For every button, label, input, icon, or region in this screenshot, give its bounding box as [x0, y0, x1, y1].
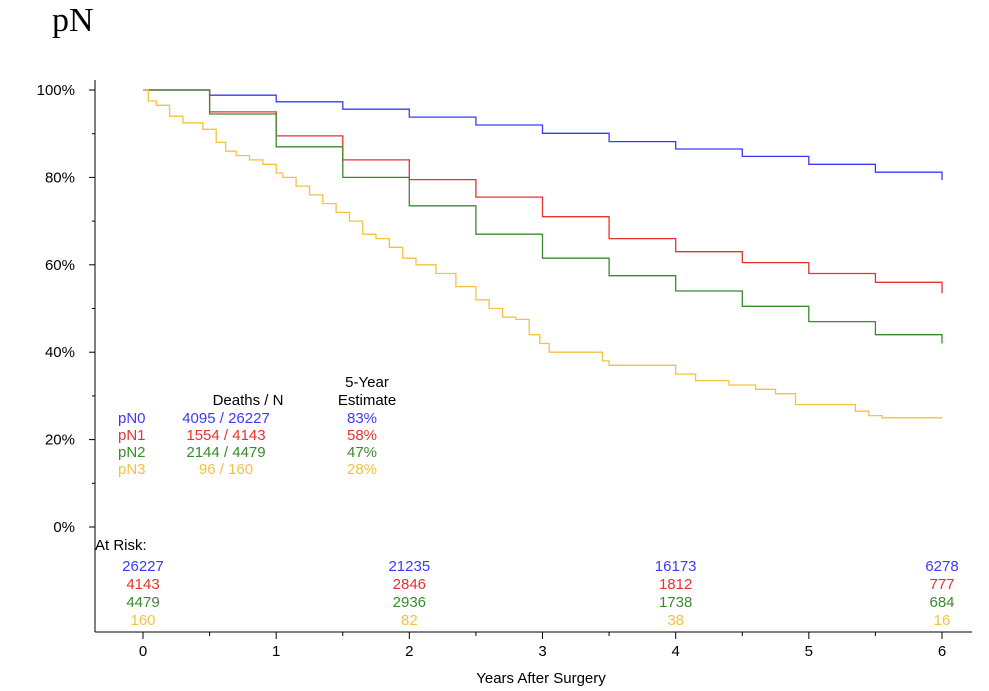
at-risk-value: 160	[130, 612, 155, 629]
y-tick-label: 20%	[45, 432, 75, 449]
x-tick-label: 2	[405, 643, 413, 660]
at-risk-value: 777	[929, 576, 954, 593]
legend-deaths-header: Deaths / N	[213, 392, 284, 409]
at-risk-value: 38	[667, 612, 684, 629]
axes: 0% 20% 40% 60% 80% 100% 0 1 2 3 4 5 6	[37, 80, 972, 660]
legend-estimate: 47%	[347, 444, 377, 461]
legend: 5-Year Deaths / N Estimate pN0 4095 / 26227 8…	[118, 374, 396, 478]
legend-estimate: 83%	[347, 410, 377, 427]
survival-curves	[143, 89, 943, 419]
legend-deaths-n: 1554 / 4143	[186, 427, 265, 444]
curve-pn2	[143, 89, 943, 344]
at-risk-table: At Risk: 26227 21235 16173 6278 4143 2846 1812 7…	[95, 537, 959, 629]
legend-deaths-n: 2144 / 4479	[186, 444, 265, 461]
legend-series-name: pN1	[118, 427, 146, 444]
at-risk-value: 82	[401, 612, 418, 629]
y-tick-label: 60%	[45, 257, 75, 274]
y-tick-label: 80%	[45, 169, 75, 186]
curve-pn0	[143, 89, 943, 180]
x-tick-label: 0	[139, 643, 147, 660]
page-title: pN	[52, 2, 94, 39]
curve-pn1	[143, 89, 943, 294]
y-tick-label: 100%	[37, 82, 75, 99]
legend-estimate-header-2: Estimate	[338, 392, 396, 409]
at-risk-value: 26227	[122, 558, 164, 575]
at-risk-label: At Risk:	[95, 537, 147, 554]
curve-pn3	[143, 89, 942, 419]
x-tick-label: 3	[538, 643, 546, 660]
at-risk-value: 4479	[126, 594, 159, 611]
at-risk-value: 2936	[393, 594, 426, 611]
at-risk-value: 16173	[655, 558, 697, 575]
legend-series-name: pN3	[118, 461, 146, 478]
x-tick-label: 6	[938, 643, 946, 660]
legend-estimate-header-1: 5-Year	[345, 374, 389, 391]
at-risk-value: 16	[934, 612, 951, 629]
at-risk-value: 1738	[659, 594, 692, 611]
legend-deaths-n: 96 / 160	[199, 461, 253, 478]
x-tick-label: 1	[272, 643, 280, 660]
at-risk-value: 1812	[659, 576, 692, 593]
at-risk-value: 4143	[126, 576, 159, 593]
legend-estimate: 58%	[347, 427, 377, 444]
x-axis-label: Years After Surgery	[476, 670, 606, 687]
legend-deaths-n: 4095 / 26227	[182, 410, 270, 427]
at-risk-value: 2846	[393, 576, 426, 593]
x-tick-label: 5	[805, 643, 813, 660]
at-risk-value: 21235	[388, 558, 430, 575]
legend-series-name: pN0	[118, 410, 146, 427]
x-tick-label: 4	[671, 643, 679, 660]
legend-estimate: 28%	[347, 461, 377, 478]
y-tick-label: 0%	[53, 519, 75, 536]
legend-series-name: pN2	[118, 444, 146, 461]
y-tick-label: 40%	[45, 344, 75, 361]
at-risk-value: 6278	[925, 558, 958, 575]
at-risk-value: 684	[929, 594, 954, 611]
